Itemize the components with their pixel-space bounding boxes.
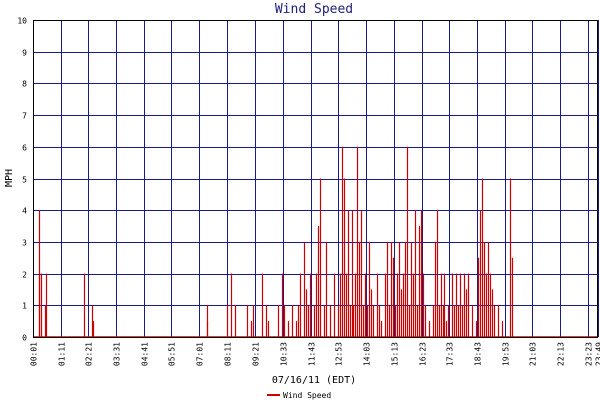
bars-layer: [33, 146, 598, 338]
y-tick-label: 6: [22, 144, 27, 153]
y-tick-label: 7: [22, 112, 27, 121]
y-tick-label: 8: [22, 80, 27, 89]
x-tick-label: 15:13: [391, 342, 400, 366]
y-tick-label: 10: [17, 17, 27, 26]
x-tick-label: 22:13: [557, 342, 566, 366]
x-tick-label: 03:31: [113, 342, 122, 366]
legend: Wind Speed: [267, 391, 331, 400]
legend-label: Wind Speed: [283, 391, 331, 400]
x-tick-label: 17:33: [446, 342, 455, 366]
x-tick-label: 11:43: [308, 342, 317, 366]
y-tick-label: 4: [22, 207, 27, 216]
y-tick-label: 2: [22, 271, 27, 280]
x-tick-label: 08:11: [224, 342, 233, 366]
x-tick-label: 18:43: [474, 342, 483, 366]
x-tick-label: 02:21: [85, 342, 94, 366]
x-tick-label: 00:01: [30, 342, 39, 366]
frame-layer: [33, 20, 598, 338]
x-tick-label: 10:33: [280, 342, 289, 366]
y-tick-label: 0: [22, 334, 27, 343]
y-tick-label: 1: [22, 302, 27, 311]
x-tick-label: 09:21: [252, 342, 261, 366]
x-tick-label: 01:11: [58, 342, 67, 366]
x-tick-label: 04:41: [141, 342, 150, 366]
x-tick-label: 23:49: [595, 342, 600, 366]
x-tick-label: 21:03: [529, 342, 538, 366]
y-tick-label: 9: [22, 49, 27, 58]
y-tick-label: 5: [22, 176, 27, 185]
x-tick-label: 23:23: [585, 342, 594, 366]
x-tick-label: 05:51: [168, 342, 177, 366]
y-tick-label: 3: [22, 239, 27, 248]
x-tick-label: 16:23: [419, 342, 428, 366]
chart-title: Wind Speed: [275, 2, 353, 17]
y-axis-title: MPH: [4, 169, 15, 187]
x-tick-label: 14:03: [363, 342, 372, 366]
plot-frame: [33, 20, 598, 338]
x-tick-label: 12:53: [335, 342, 344, 366]
y-tick-labels: 0 1 2 3 4 5 6 7 8 9 10: [17, 17, 27, 343]
x-tick-labels: 00:01 01:11 02:21 03:31 04:41 05:51 07:01 08:11…: [30, 342, 600, 366]
x-tick-label: 19:53: [502, 342, 511, 366]
x-tick-label: 07:01: [196, 342, 205, 366]
x-axis-title: 07/16/11 (EDT): [272, 375, 356, 386]
